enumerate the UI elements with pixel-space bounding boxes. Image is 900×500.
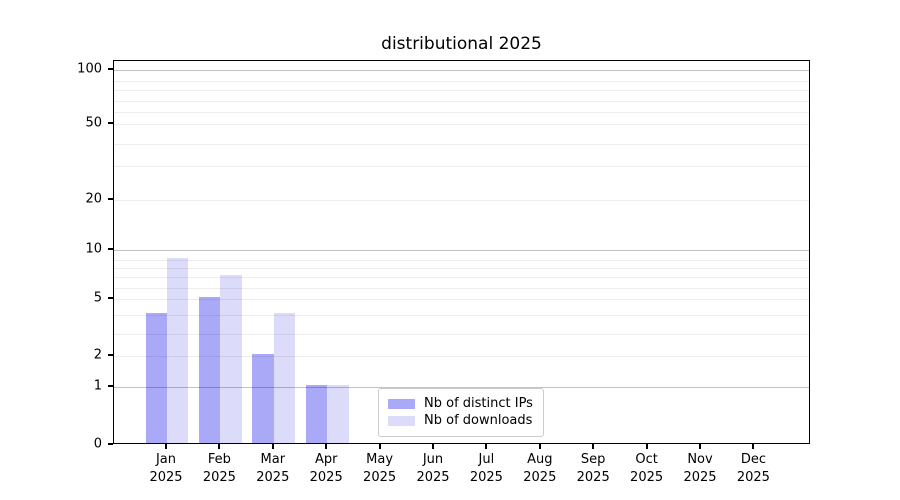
y-tick-label: 1 [93,378,102,394]
gridline-minor [114,100,809,102]
y-tick-label: 2 [93,347,102,363]
x-tick [645,444,648,449]
x-tick-label-dec: Dec 2025 [736,452,770,485]
x-tick [325,444,328,449]
bar-distinct-ips-feb [199,296,221,443]
y-tick [108,248,113,251]
bar-downloads-apr [327,385,349,443]
x-tick [432,444,434,449]
y-tick-label: 10 [85,241,102,257]
x-tick-label-apr: Apr 2025 [309,452,343,485]
gridline-minor [114,112,809,114]
legend-swatch [388,398,415,409]
gridline-minor [114,314,809,316]
x-tick-label-sep: Sep 2025 [576,452,610,485]
bar-downloads-mar [273,312,296,443]
gridline-minor [114,90,809,92]
gridline-minor [114,288,809,290]
x-tick-label-jan: Jan 2025 [149,452,183,485]
y-tick-label: 50 [85,115,102,130]
y-tick [108,443,113,445]
y-tick-label: 20 [85,191,102,206]
y-tick [108,197,113,200]
y-tick [108,354,113,357]
chart-title: distributional 2025 [381,34,542,54]
bar-distinct-ips-apr [305,385,328,443]
x-tick-label-may: May 2025 [363,452,397,485]
x-tick-label-oct: Oct 2025 [630,452,664,485]
y-tick-label: 5 [93,290,102,306]
x-tick [271,444,274,449]
legend: Nb of distinct IPs Nb of downloads [378,388,544,437]
gridline-minor [114,80,809,82]
y-tick [108,385,113,388]
bar-distinct-ips-jan [145,312,167,443]
gridline-major [114,250,809,252]
gridline-minor [114,267,809,269]
bar-downloads-jan [167,258,189,443]
x-tick [378,444,381,449]
gridline-minor [114,356,809,358]
legend-row: Nb of downloads [388,412,533,429]
x-tick [699,444,701,449]
gridline-minor [114,260,809,262]
x-tick-label-jun: Jun 2025 [416,452,450,485]
y-tick [108,121,113,124]
gridline-minor [114,333,809,335]
x-tick-label-nov: Nov 2025 [683,452,717,485]
x-tick [592,444,595,449]
gridline-minor [114,123,809,125]
gridline-minor [114,144,809,146]
x-tick-label-feb: Feb 2025 [202,452,236,485]
plot-area [113,60,810,444]
legend-row: Nb of distinct IPs [388,395,533,412]
x-tick [485,444,488,449]
gridline-minor [114,199,809,201]
legend-swatch [388,415,415,426]
legend-label: Nb of downloads [424,413,533,428]
y-tick [108,68,113,71]
y-tick [108,296,113,299]
bar-distinct-ips-mar [252,354,274,443]
x-tick-label-aug: Aug 2025 [523,452,557,485]
x-tick [218,444,221,449]
x-tick-label-mar: Mar 2025 [256,452,290,485]
gridline-major [114,387,809,389]
x-tick-label-jul: Jul 2025 [469,452,503,485]
gridline-minor [114,166,809,168]
x-tick [538,444,541,449]
legend-label: Nb of distinct IPs [424,396,533,411]
bar-downloads-feb [220,275,242,443]
y-tick-label: 0 [93,436,102,452]
y-tick-label: 100 [77,61,102,77]
gridline-major [114,70,809,72]
gridline-minor [114,298,809,300]
x-tick [165,444,167,449]
gridline-minor [114,277,809,279]
x-tick [752,444,755,449]
